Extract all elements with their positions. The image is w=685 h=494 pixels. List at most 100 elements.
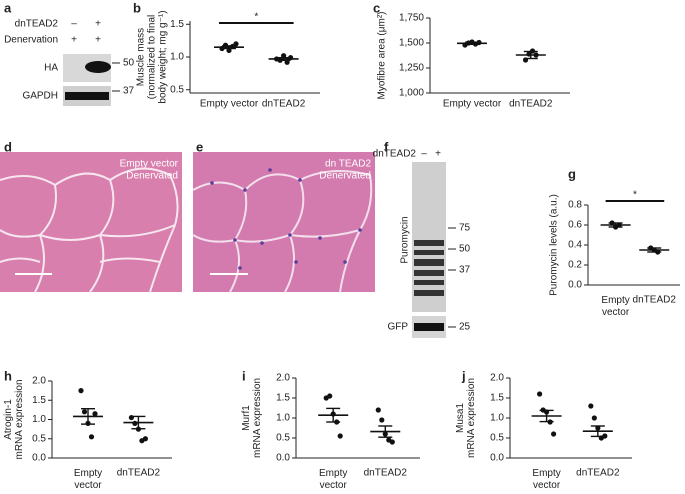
y-tick-label: 0.5 xyxy=(490,433,504,444)
blot xyxy=(412,162,446,338)
x-tick-label: Empty vector xyxy=(601,295,629,318)
x-tick-label: dnTEAD2 xyxy=(509,99,553,110)
x-tick-label: dnTEAD2 xyxy=(117,468,161,479)
panel-label: f xyxy=(384,139,389,154)
y-tick-label: 1.0 xyxy=(32,414,46,425)
data-point xyxy=(88,434,95,440)
y-tick-label: 1.5 xyxy=(490,393,504,404)
marker-label: 75 xyxy=(459,223,471,234)
row-label: dnTEAD2 xyxy=(15,19,59,30)
significance-label: * xyxy=(633,190,637,201)
x-tick-label: Empty vector xyxy=(532,468,560,491)
data-point xyxy=(588,403,594,409)
blot-label: HA xyxy=(44,63,58,74)
histology-image xyxy=(0,152,182,293)
x-tick-label: Empty vector xyxy=(200,99,259,110)
y-tick-label: 1,500 xyxy=(399,38,424,49)
panel-label: j xyxy=(461,368,466,383)
y-tick-label: 1.5 xyxy=(276,393,290,404)
y-tick-label: 2.0 xyxy=(490,373,504,384)
y-tick-label: 0.6 xyxy=(568,220,582,231)
y-axis-label: body weight; mg g⁻¹) xyxy=(158,10,169,103)
marker-label: 37 xyxy=(459,265,471,276)
panel-label: h xyxy=(4,368,12,383)
y-tick-label: 1.0 xyxy=(490,413,504,424)
x-tick-label: Empty vector xyxy=(319,468,347,491)
y-tick-label: 0.8 xyxy=(568,200,582,211)
lane-label: – xyxy=(71,19,77,30)
marker-ticks xyxy=(448,227,456,328)
y-tick-label: 1,000 xyxy=(399,88,424,99)
histology-image xyxy=(192,152,375,293)
panel-label: a xyxy=(4,0,12,15)
y-tick-label: 0.5 xyxy=(170,84,184,95)
blot-label: GFP xyxy=(387,322,408,333)
data-point xyxy=(602,433,608,439)
y-tick-label: 0.4 xyxy=(568,240,582,251)
marker-label: 37 xyxy=(123,86,135,97)
image-caption: Denervated xyxy=(319,171,371,182)
panel-label: e xyxy=(196,139,203,154)
y-axis-label: Atrogin-1 xyxy=(3,399,14,440)
y-axis-label: (normalized to final xyxy=(147,15,158,99)
data-point xyxy=(591,415,597,421)
x-tick-label: dnTEAD2 xyxy=(364,468,408,479)
lane-label: + xyxy=(95,35,101,46)
lane-label: + xyxy=(95,19,101,30)
y-tick-label: 0.5 xyxy=(32,433,46,444)
y-axis-label: Muscle mass xyxy=(136,28,147,86)
data-point xyxy=(327,393,333,399)
y-tick-label: 2.0 xyxy=(32,376,46,387)
panel-label: c xyxy=(373,0,380,15)
lane-label: + xyxy=(71,35,77,46)
data-point xyxy=(78,388,84,394)
x-tick-label: Empty vector xyxy=(443,99,502,110)
x-tick-label: dnTEAD2 xyxy=(576,468,620,479)
data-point xyxy=(389,439,395,445)
y-tick-label: 1.5 xyxy=(170,19,184,30)
data-point xyxy=(92,411,98,417)
image-caption: dn TEAD2 xyxy=(325,159,371,170)
lane-label: + xyxy=(435,149,441,160)
y-tick-label: 0.5 xyxy=(276,433,290,444)
panel-label: i xyxy=(242,368,246,383)
y-tick-label: 1,250 xyxy=(399,63,424,74)
y-axis-label: mRNA expression xyxy=(466,378,477,458)
y-axis-label: Musa1 xyxy=(455,403,466,433)
panel-label: d xyxy=(4,139,12,154)
y-axis-label: mRNA expression xyxy=(14,379,25,459)
x-tick-label: dnTEAD2 xyxy=(633,295,677,306)
y-tick-label: 1,750 xyxy=(399,13,424,24)
y-tick-label: 0.0 xyxy=(276,453,290,464)
image-caption: Denervated xyxy=(126,171,178,182)
x-tick-label: dnTEAD2 xyxy=(262,99,306,110)
data-point xyxy=(551,431,557,437)
x-tick-label: Empty vector xyxy=(74,468,102,491)
panel-label: b xyxy=(133,0,141,15)
y-axis-label: mRNA expression xyxy=(252,378,263,458)
y-tick-label: 0.2 xyxy=(568,260,582,271)
band xyxy=(85,61,111,73)
row-label: Denervation xyxy=(4,35,58,46)
y-axis-label: Murf1 xyxy=(241,405,252,431)
blot-label: GAPDH xyxy=(22,91,58,102)
y-tick-label: 0.0 xyxy=(32,453,46,464)
panel-label: g xyxy=(568,166,576,181)
data-point xyxy=(142,436,148,442)
data-point xyxy=(379,417,385,423)
significance-label: * xyxy=(254,12,258,23)
marker-label: 50 xyxy=(123,58,135,69)
data-point xyxy=(537,391,543,397)
marker-label: 50 xyxy=(459,244,471,255)
y-tick-label: 1.5 xyxy=(32,395,46,406)
y-tick-label: 2.0 xyxy=(276,373,290,384)
y-axis-label: Puromycin levels (a.u.) xyxy=(549,194,560,296)
marker-label: 25 xyxy=(459,322,471,333)
data-point xyxy=(375,407,381,413)
lane-header: dnTEAD2 xyxy=(373,149,417,160)
y-tick-label: 1.0 xyxy=(170,52,184,63)
y-tick-label: 0.0 xyxy=(568,280,582,291)
y-tick-label: 1.0 xyxy=(276,413,290,424)
lane-label: – xyxy=(421,149,427,160)
